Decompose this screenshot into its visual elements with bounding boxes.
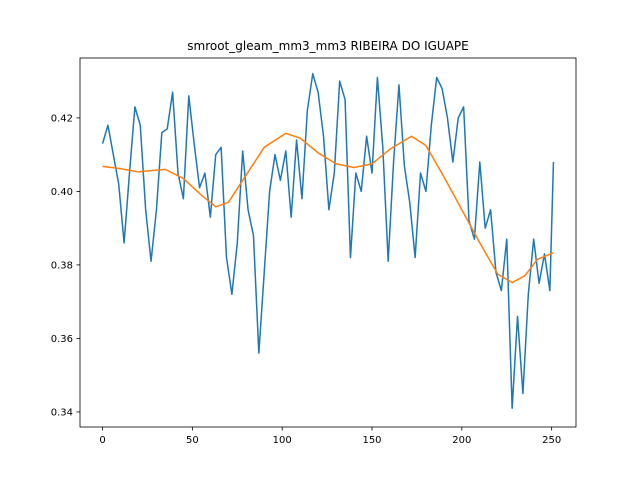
y-tick-label: 0.38 — [51, 260, 73, 271]
plot-frame — [79, 57, 577, 428]
y-tick-label: 0.42 — [51, 113, 73, 124]
x-tick-label: 0 — [99, 435, 105, 446]
x-tick-label: 200 — [452, 435, 471, 446]
x-tick-label: 250 — [542, 435, 561, 446]
chart-title: smroot_gleam_mm3_mm3 RIBEIRA DO IGUAPE — [187, 39, 468, 53]
data-line — [102, 132, 554, 284]
y-tick-label: 0.36 — [51, 334, 73, 345]
x-tick-label: 100 — [273, 435, 292, 446]
y-tick-label: 0.40 — [51, 187, 73, 198]
y-tick-label: 0.34 — [51, 407, 73, 418]
data-line — [101, 73, 555, 410]
x-tick-label: 150 — [362, 435, 381, 446]
x-tick-label: 50 — [186, 435, 199, 446]
